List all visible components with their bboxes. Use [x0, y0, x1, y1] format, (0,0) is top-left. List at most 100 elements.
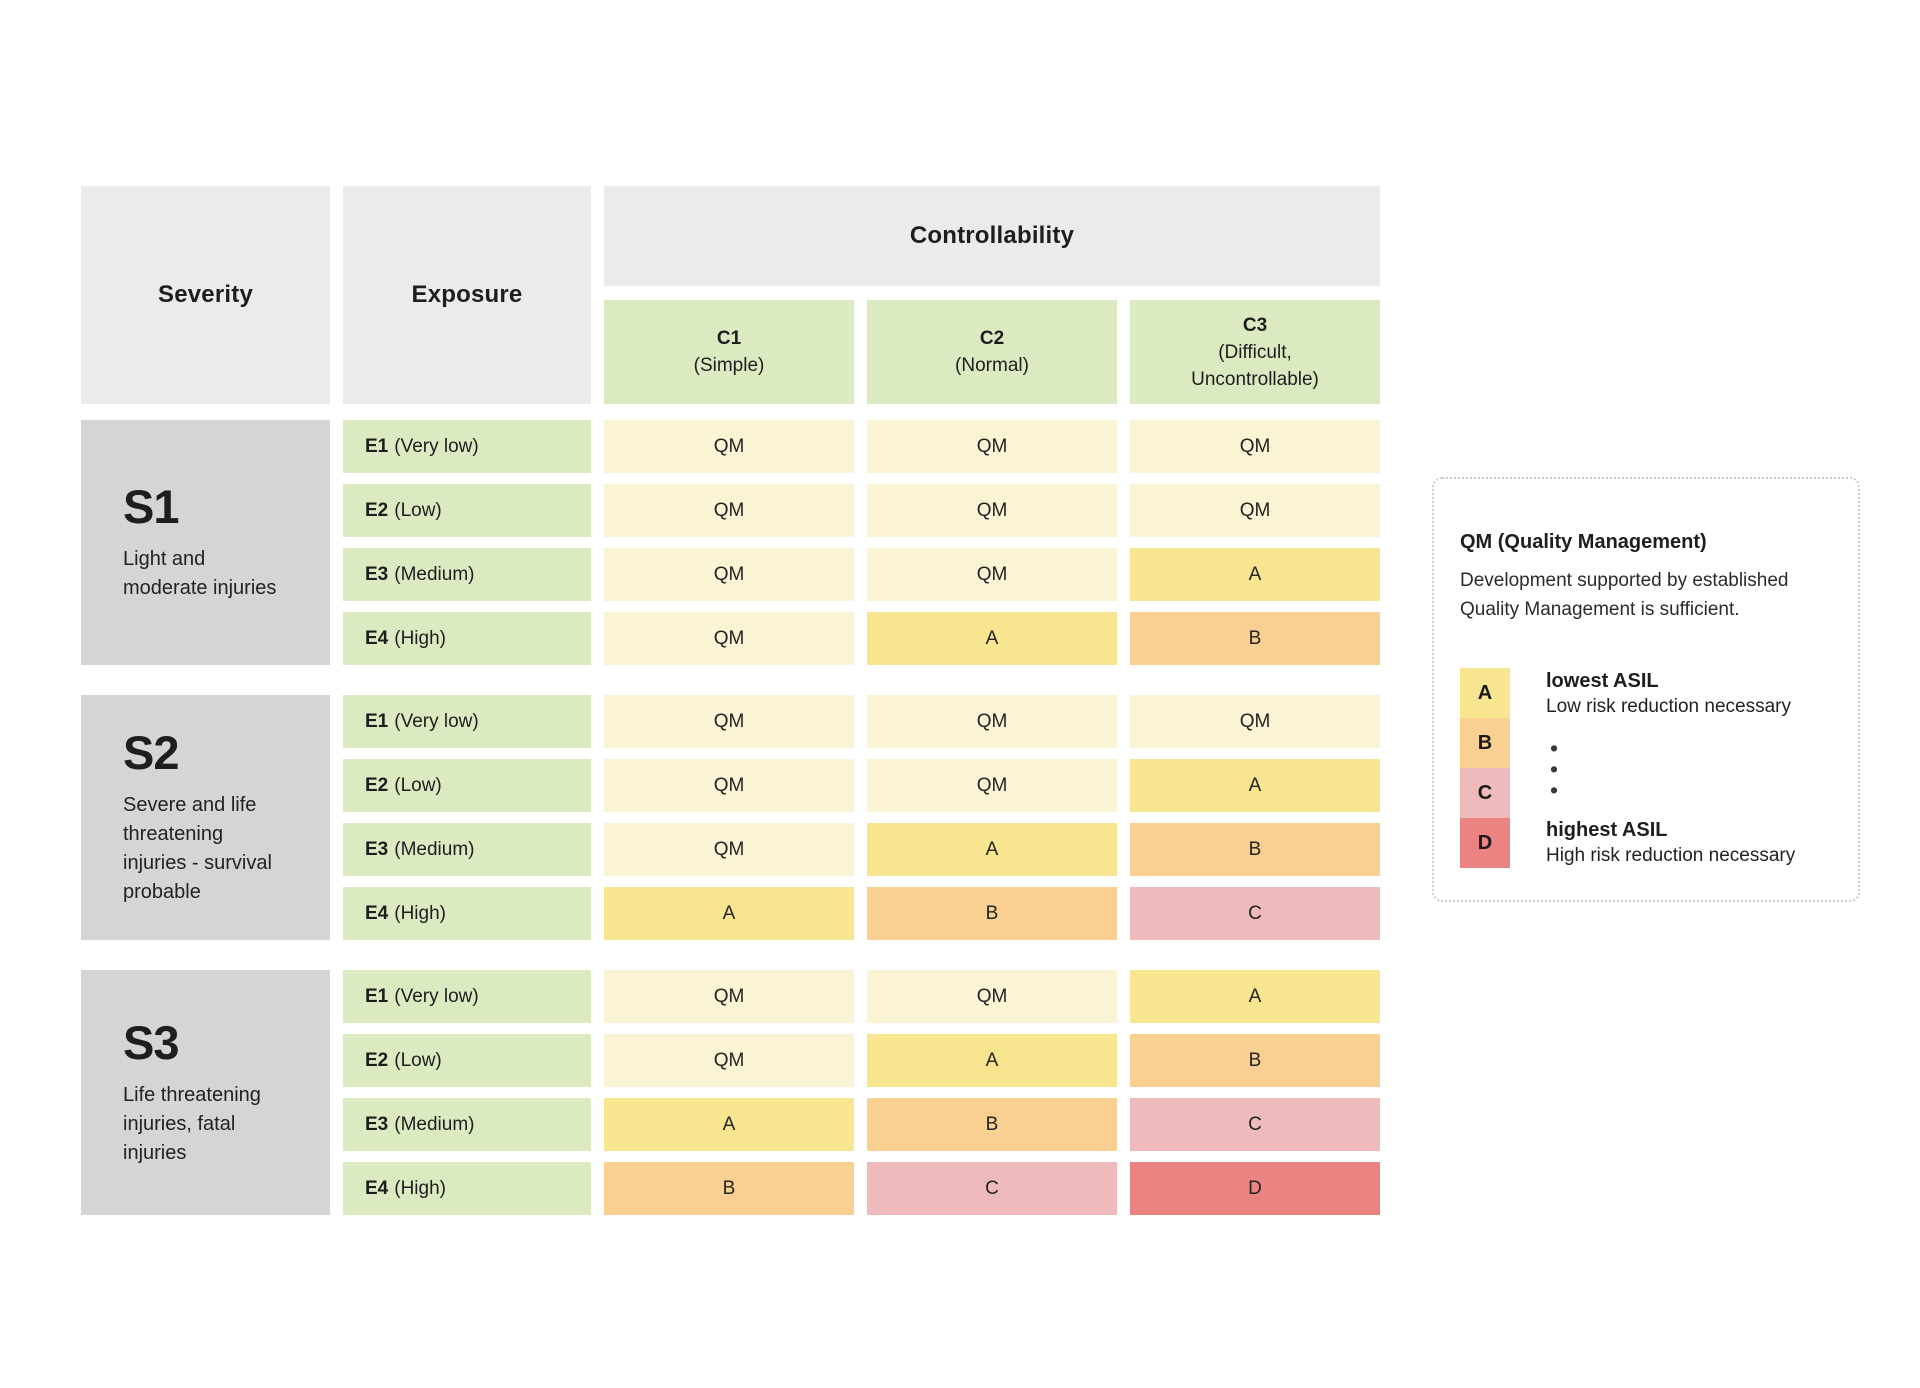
severity-cell-s1: S1 Light and moderate injuries [81, 420, 330, 665]
asil-cell-s3-e2-c2: A [867, 1034, 1117, 1087]
severity-header-cell: Severity [81, 186, 330, 404]
c2-code: C2 [979, 328, 1005, 349]
severity-code: S1 [123, 480, 180, 533]
highest-asil-sub: High risk reduction necessary [1546, 845, 1796, 866]
exposure-probability: (Medium) [394, 563, 475, 585]
c3-subtitle: (Difficult, Uncontrollable) [1191, 341, 1319, 390]
asil-cell-s1-e4-c3: B [1130, 612, 1380, 665]
asil-cell-s3-e2-c1: QM [604, 1034, 854, 1087]
asil-cell-s2-e2-c1: QM [604, 759, 854, 812]
exposure-probability: (Very low) [394, 435, 479, 457]
legend-title: QM (Quality Management) [1460, 531, 1707, 553]
exposure-cell-s3-e4: E4 (High) [343, 1162, 591, 1215]
asil-cell-s3-e1-c1: QM [604, 970, 854, 1023]
exposure-cell-s3-e3: E3 (Medium) [343, 1098, 591, 1151]
asil-chip-a: A [1460, 668, 1510, 718]
asil-cell-s2-e3-c3: B [1130, 823, 1380, 876]
severity-description: Severe and life threatening injuries - s… [123, 794, 272, 903]
exposure-cell-s3-e2: E2 (Low) [343, 1034, 591, 1087]
asil-chip-c: C [1460, 768, 1510, 818]
asil-cell-s3-e3-c3: C [1130, 1098, 1380, 1151]
exposure-code: E4 [365, 902, 389, 924]
exposure-cell-s1-e2: E2 (Low) [343, 484, 591, 537]
highest-asil-title: highest ASIL [1546, 819, 1668, 841]
asil-risk-matrix-table: Severity Exposure Controllability C1 (Si… [81, 186, 1380, 1215]
exposure-cell-s3-e1: E1 (Very low) [343, 970, 591, 1023]
exposure-code: E1 [365, 710, 389, 732]
lowest-asil-label: lowest ASIL Low risk reduction necessary [1546, 669, 1795, 720]
asil-cell-s2-e4-c2: B [867, 887, 1117, 940]
severity-code: S2 [123, 726, 180, 779]
exposure-probability: (High) [394, 1177, 446, 1199]
exposure-code: E3 [365, 838, 389, 860]
asil-scale: A B C D lowest ASIL Low risk reduction n… [1460, 668, 1830, 872]
severity-code: S3 [123, 1015, 180, 1069]
lowest-asil-title: lowest ASIL [1546, 670, 1659, 692]
asil-cell-s3-e4-c3: D [1130, 1162, 1380, 1215]
exposure-cell-s2-e3: E3 (Medium) [343, 823, 591, 876]
asil-cell-s2-e1-c1: QM [604, 695, 854, 748]
exposure-probability: (Very low) [394, 985, 479, 1007]
matrix-header: Severity Exposure Controllability C1 (Si… [81, 186, 1380, 404]
asil-chip-d: D [1460, 818, 1510, 868]
exposure-cell-s2-e2: E2 (Low) [343, 759, 591, 812]
exposure-cell-s1-e1: E1 (Very low) [343, 420, 591, 473]
severity-description: Life threatening injuries, fatal injurie… [123, 1083, 261, 1164]
severity-description: Light and moderate injuries [123, 548, 277, 599]
c1-code: C1 [716, 328, 742, 349]
exposure-probability: (Low) [394, 499, 442, 521]
dot: • [1550, 734, 1559, 761]
asil-scale-labels: lowest ASIL Low risk reduction necessary… [1546, 668, 1795, 872]
controllability-column-c2: C2 (Normal) [867, 300, 1117, 404]
asil-cell-s3-e2-c3: B [1130, 1034, 1380, 1087]
dot: • [1550, 755, 1559, 782]
asil-cell-s2-e2-c3: A [1130, 759, 1380, 812]
asil-cell-s2-e1-c2: QM [867, 695, 1117, 748]
asil-cell-s2-e4-c1: A [604, 887, 854, 940]
asil-scale-chips: A B C D [1460, 668, 1510, 872]
lowest-asil-sub: Low risk reduction necessary [1546, 696, 1791, 717]
asil-cell-s1-e1-c1: QM [604, 420, 854, 473]
asil-cell-s3-e3-c1: A [604, 1098, 854, 1151]
asil-cell-s2-e1-c3: QM [1130, 695, 1380, 748]
asil-cell-s1-e2-c2: QM [867, 484, 1117, 537]
exposure-code: E1 [365, 985, 389, 1007]
asil-cell-s1-e3-c1: QM [604, 548, 854, 601]
severity-cell-s3: S3 Life threatening injuries, fatal inju… [81, 970, 330, 1215]
asil-cell-s1-e2-c3: QM [1130, 484, 1380, 537]
ellipsis-dots: • • • [1550, 734, 1795, 801]
exposure-cell-s1-e3: E3 (Medium) [343, 548, 591, 601]
asil-cell-s1-e1-c2: QM [867, 420, 1117, 473]
asil-cell-s1-e2-c1: QM [604, 484, 854, 537]
exposure-code: E2 [365, 1049, 389, 1071]
asil-cell-s3-e3-c2: B [867, 1098, 1117, 1151]
exposure-probability: (Low) [394, 1049, 442, 1071]
exposure-cell-s1-e4: E4 (High) [343, 612, 591, 665]
asil-cell-s3-e4-c1: B [604, 1162, 854, 1215]
controllability-column-c3: C3 (Difficult, Uncontrollable) [1130, 300, 1380, 404]
severity-block-s1: S1 Light and moderate injuries E1 (Very … [81, 420, 1380, 665]
asil-cell-s1-e4-c1: QM [604, 612, 854, 665]
exposure-header-cell: Exposure [343, 186, 591, 404]
exposure-probability: (High) [394, 627, 446, 649]
exposure-code: E1 [365, 435, 389, 457]
exposure-code: E3 [365, 1113, 389, 1135]
asil-cell-s2-e3-c2: A [867, 823, 1117, 876]
exposure-probability: (Very low) [394, 710, 479, 732]
asil-cell-s2-e2-c2: QM [867, 759, 1117, 812]
exposure-cell-s2-e4: E4 (High) [343, 887, 591, 940]
exposure-code: E4 [365, 1177, 389, 1199]
exposure-code: E4 [365, 627, 389, 649]
exposure-code: E2 [365, 499, 389, 521]
asil-cell-s2-e3-c1: QM [604, 823, 854, 876]
controllability-header-cell: Controllability [604, 186, 1380, 286]
asil-cell-s2-e4-c3: C [1130, 887, 1380, 940]
asil-cell-s1-e4-c2: A [867, 612, 1117, 665]
asil-cell-s1-e1-c3: QM [1130, 420, 1380, 473]
asil-cell-s3-e4-c2: C [867, 1162, 1117, 1215]
exposure-code: E2 [365, 774, 389, 796]
exposure-code: E3 [365, 563, 389, 585]
controllability-column-c1: C1 (Simple) [604, 300, 854, 404]
severity-cell-s2: S2 Severe and life threatening injuries … [81, 695, 330, 940]
